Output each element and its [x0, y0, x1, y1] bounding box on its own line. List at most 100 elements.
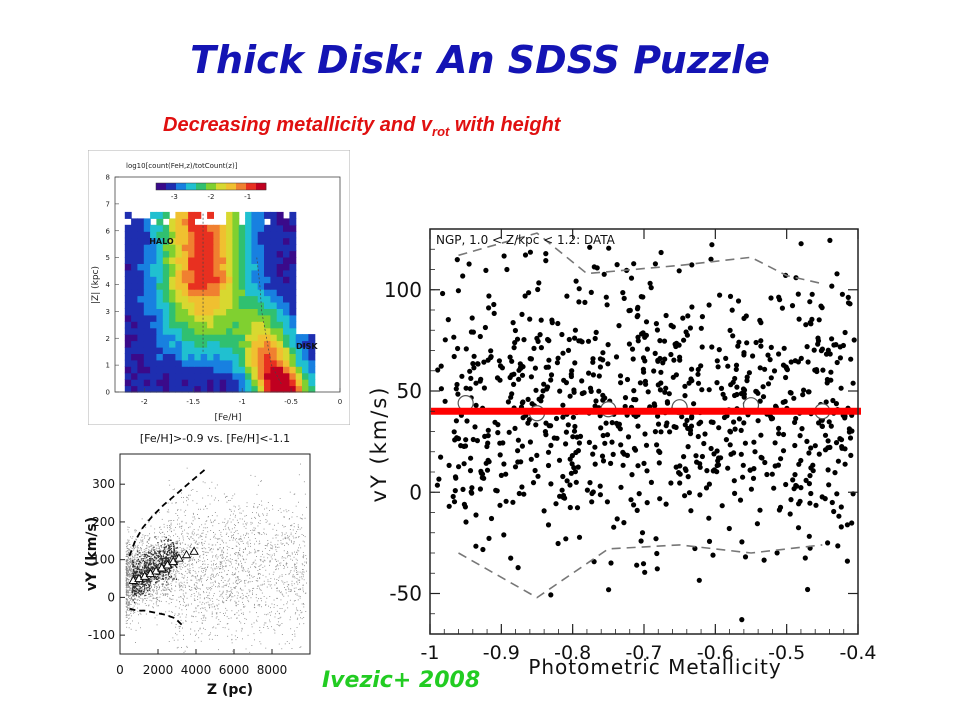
zplot-point: [189, 572, 191, 574]
zplot-point: [144, 595, 145, 597]
zplot-point: [239, 518, 241, 520]
zplot-point: [224, 526, 226, 528]
zplot-point: [293, 541, 295, 542]
zplot-point: [160, 555, 162, 557]
heatmap-cell: [194, 295, 202, 303]
zplot-point: [132, 536, 134, 538]
zplot-point: [150, 567, 152, 569]
zplot-point: [145, 558, 147, 560]
zplot-point: [137, 551, 138, 553]
zplot-point: [287, 536, 289, 538]
zplot-point: [164, 594, 166, 596]
zplot-point: [179, 630, 181, 632]
zplot-point: [234, 587, 236, 588]
heatmap-cell: [143, 250, 151, 258]
heatmap-cell: [156, 250, 164, 258]
zplot-point: [271, 558, 273, 560]
main-data-point: [735, 343, 741, 349]
heatmap-cell: [188, 340, 195, 348]
heatmap-cell: [257, 289, 265, 297]
zplot-point: [262, 574, 264, 576]
zplot-point: [150, 562, 152, 563]
heatmap-cell: [200, 366, 208, 374]
zplot-point: [256, 600, 258, 602]
heatmap-cell: [194, 250, 202, 258]
zplot-point: [171, 588, 173, 590]
zplot-point: [158, 587, 160, 589]
heatmap-cell: [156, 353, 164, 361]
zplot-point: [131, 591, 134, 593]
zplot-point: [222, 590, 224, 592]
zplot-point: [151, 555, 153, 557]
zplot-point: [207, 564, 209, 565]
zplot-point: [126, 622, 128, 624]
zplot-point: [159, 551, 161, 553]
zplot-point: [250, 543, 251, 544]
zplot-point: [237, 595, 239, 597]
zplot-point: [198, 579, 200, 581]
zplot-point: [128, 614, 130, 616]
heatmap-cell: [226, 289, 233, 297]
zplot-point: [226, 585, 227, 587]
zplot-point: [230, 617, 232, 619]
zplot-point: [128, 596, 130, 598]
heatmap-cell: [200, 340, 208, 348]
zplot-point: [264, 548, 266, 549]
zplot-point: [259, 578, 261, 579]
zplot-point: [135, 590, 138, 592]
zplot-point: [163, 549, 164, 551]
heatmap-cell: [251, 269, 259, 277]
zplot-point: [127, 556, 129, 558]
zplot-point: [211, 564, 213, 566]
zplot-point: [170, 576, 172, 579]
zplot-point: [173, 529, 175, 531]
heatmap-cell: [181, 308, 189, 316]
zplot-point: [242, 568, 244, 570]
zplot-point: [135, 552, 137, 554]
zplot-point: [148, 555, 151, 558]
zplot-point: [165, 560, 168, 562]
zplot-point: [202, 601, 204, 603]
heatmap-cell: [169, 308, 176, 316]
zplot-point: [126, 574, 128, 576]
zplot-point: [219, 561, 221, 562]
zplot-point: [216, 541, 218, 543]
heatmap-cell: [143, 244, 151, 252]
zplot-point: [174, 555, 177, 558]
zplot-point: [152, 566, 154, 568]
heatmap-cell: [169, 295, 176, 303]
heatmap-cell: [156, 257, 164, 264]
zplot-point: [129, 555, 131, 557]
zplot-point: [299, 579, 301, 581]
zplot-point: [234, 635, 236, 637]
main-points: [434, 237, 857, 623]
zplot-point: [294, 630, 295, 632]
zplot-point: [126, 563, 128, 565]
zplot-point: [266, 553, 268, 555]
zplot-point: [284, 536, 286, 538]
zplot-point: [127, 562, 129, 564]
zplot-point: [272, 528, 274, 530]
heatmap-cell: [162, 237, 170, 245]
zplot-point: [244, 618, 246, 619]
main-data-point: [701, 440, 707, 447]
zplot-point: [127, 551, 129, 553]
heatmap-cell: [124, 308, 132, 316]
slide-title: Thick Disk: An SDSS Puzzle: [190, 38, 770, 82]
zplot-point: [159, 596, 161, 598]
zplot-point: [183, 564, 184, 566]
zplot-point: [220, 594, 222, 596]
zplot-point: [151, 549, 153, 551]
zplot-point: [241, 569, 243, 571]
zplot-point: [236, 582, 238, 584]
zplot-point: [202, 620, 204, 621]
zplot-point: [162, 559, 164, 561]
zplot-point: [139, 590, 141, 592]
heatmap-cell: [143, 276, 151, 284]
zplot-point: [286, 552, 288, 554]
zplot-point: [221, 557, 223, 559]
zplot-point: [206, 597, 208, 598]
main-data-point: [554, 360, 560, 366]
zplot-point: [163, 560, 166, 562]
zplot-point: [199, 601, 201, 603]
